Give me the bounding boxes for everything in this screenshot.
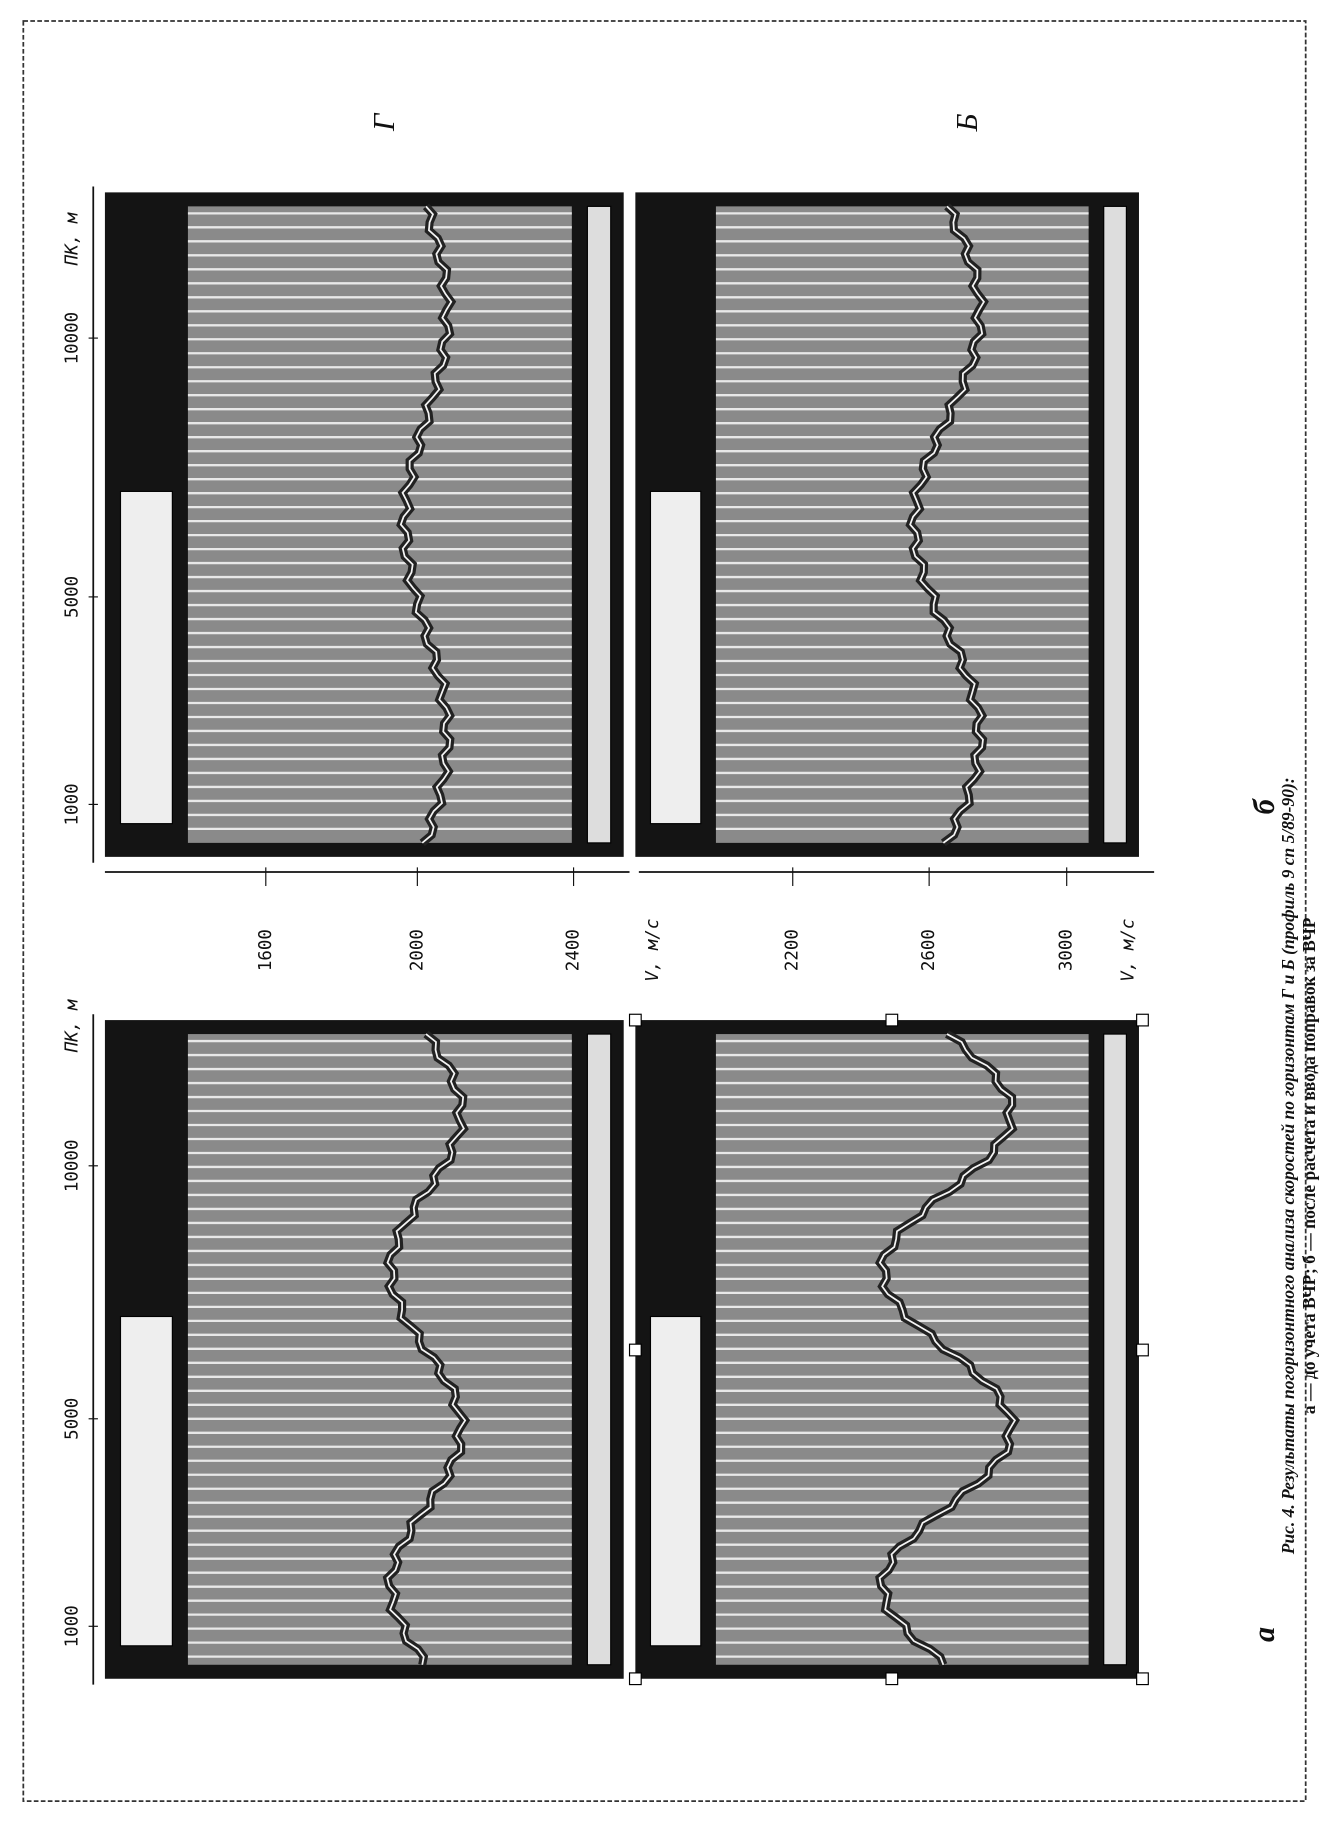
pk-tick-label: 10000	[62, 1140, 82, 1193]
pk-axis-title: ПК, м	[62, 999, 82, 1053]
horizon-label: Б	[950, 113, 984, 132]
status-bar	[650, 491, 700, 823]
button-bar	[1104, 1034, 1127, 1665]
pk-tick-label: 1000	[62, 1605, 82, 1647]
pk-tick-label: 1000	[62, 783, 82, 825]
caption-line: Рис. 4. Результаты погоризонтного анализ…	[1278, 777, 1298, 1555]
v-tick-label: 1600	[256, 929, 276, 971]
selection-handle	[1137, 1014, 1149, 1026]
page: Рис. 4. Результаты погоризонтного анализ…	[0, 0, 1329, 1821]
selection-handle	[630, 1344, 642, 1356]
button-bar	[1104, 206, 1127, 843]
status-bar	[120, 1316, 172, 1645]
selection-handle	[886, 1014, 898, 1026]
v-tick-label: 2600	[919, 929, 939, 971]
caption-line: а — до учета ВЧР; б — после расчета и вв…	[1299, 917, 1319, 1414]
v-tick-label: 2000	[407, 929, 427, 971]
selection-handle	[630, 1673, 642, 1685]
v-axis-title: V, м/с	[643, 919, 663, 982]
pk-tick-label: 5000	[62, 576, 82, 618]
button-bar	[587, 1034, 610, 1665]
v-tick-label: 3000	[1057, 929, 1077, 971]
pk-axis-title: ПК, м	[62, 212, 82, 266]
pk-tick-label: 10000	[62, 312, 82, 365]
v-tick-label: 2400	[564, 929, 584, 971]
selection-handle	[886, 1673, 898, 1685]
selection-handle	[1137, 1673, 1149, 1685]
button-bar	[587, 206, 610, 843]
selection-handle	[1137, 1344, 1149, 1356]
selection-handle	[630, 1014, 642, 1026]
status-bar	[650, 1316, 700, 1645]
status-bar	[120, 491, 172, 823]
column-label: а	[1247, 1627, 1281, 1642]
plot-area	[188, 206, 572, 843]
horizon-label: Г	[367, 112, 401, 132]
plot-area	[716, 206, 1089, 843]
column-label: б	[1247, 797, 1281, 814]
pk-tick-label: 5000	[62, 1398, 82, 1440]
v-axis-title: V, м/с	[1118, 919, 1138, 982]
v-tick-label: 2200	[783, 929, 803, 971]
